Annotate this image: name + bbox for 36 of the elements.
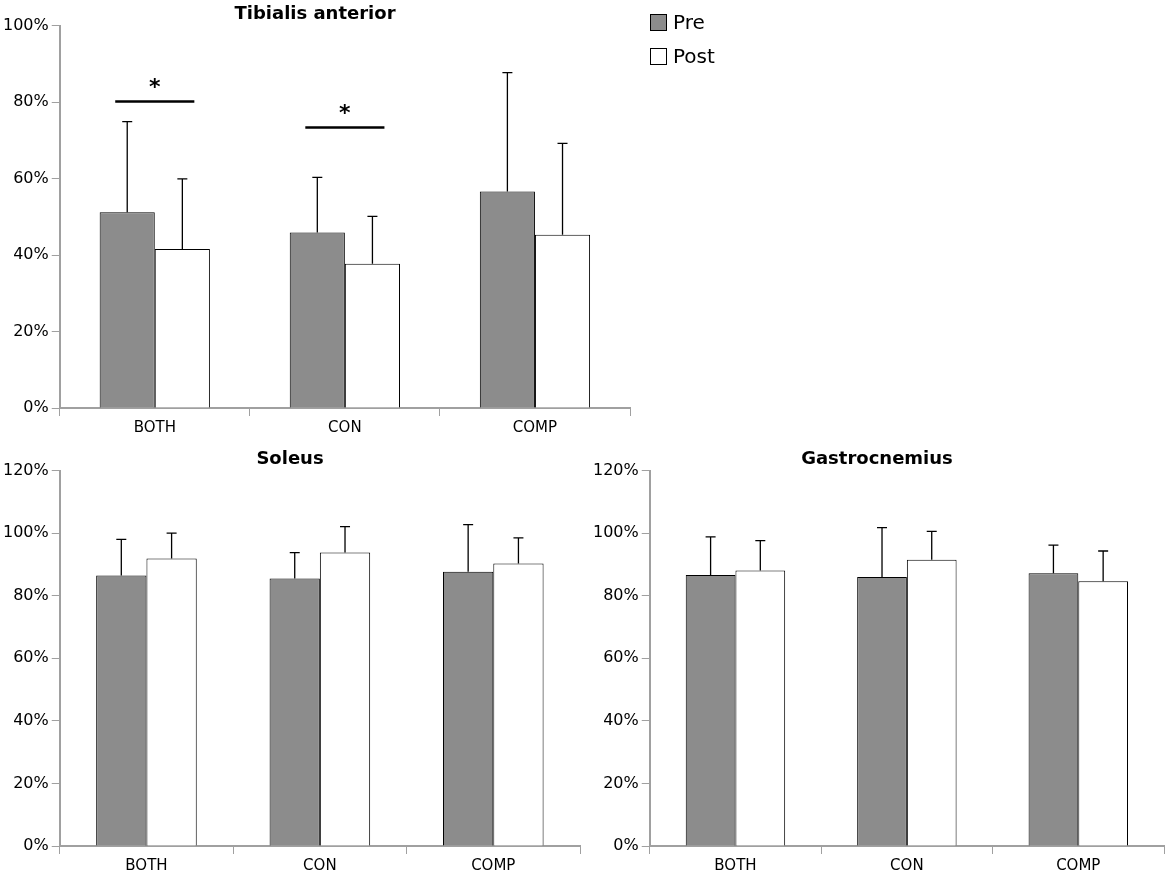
annotation: * — [339, 100, 352, 126]
x-tick-label: CON — [890, 855, 924, 874]
y-tick-label: 20% — [13, 320, 49, 340]
y-tick-label: 120% — [592, 459, 639, 479]
y-tick-label: 80% — [13, 584, 49, 604]
y-tick-label: 60% — [603, 647, 639, 667]
legend-label: Pre — [673, 10, 705, 34]
x-tick-label: COMP — [471, 855, 516, 874]
y-tick-label: 60% — [13, 167, 49, 187]
y-tick-label: 80% — [603, 584, 639, 604]
x-tick-label: BOTH — [125, 855, 168, 874]
y-tick-label: 20% — [603, 772, 639, 792]
x-tick-label: CON — [303, 855, 337, 874]
x-tick-label: CON — [328, 417, 362, 436]
y-tick-label: 100% — [592, 522, 639, 542]
y-tick-label: 0% — [613, 835, 639, 855]
x-tick-label: COMP — [1056, 855, 1101, 874]
chart-title: Gastrocnemius — [801, 447, 953, 469]
y-tick-label: 40% — [13, 244, 49, 264]
y-tick-label: 60% — [13, 647, 49, 667]
y-tick-label: 100% — [2, 522, 49, 542]
x-tick-label: BOTH — [714, 855, 757, 874]
y-tick-label: 40% — [603, 710, 639, 730]
y-tick-label: 0% — [23, 397, 49, 417]
y-tick-label: 120% — [2, 459, 49, 479]
y-tick-label: 80% — [13, 91, 49, 111]
y-tick-label: 40% — [13, 710, 49, 730]
chart-title: Soleus — [256, 447, 324, 469]
x-tick-label: BOTH — [133, 417, 176, 436]
y-tick-label: 100% — [2, 14, 49, 34]
y-tick-label: 0% — [23, 835, 49, 855]
x-tick-label: COMP — [512, 417, 558, 436]
chart-title: Tibialis anterior — [234, 2, 396, 24]
text: Post — [673, 44, 715, 68]
y-tick-label: 20% — [13, 772, 49, 792]
annotation: * — [149, 74, 162, 100]
